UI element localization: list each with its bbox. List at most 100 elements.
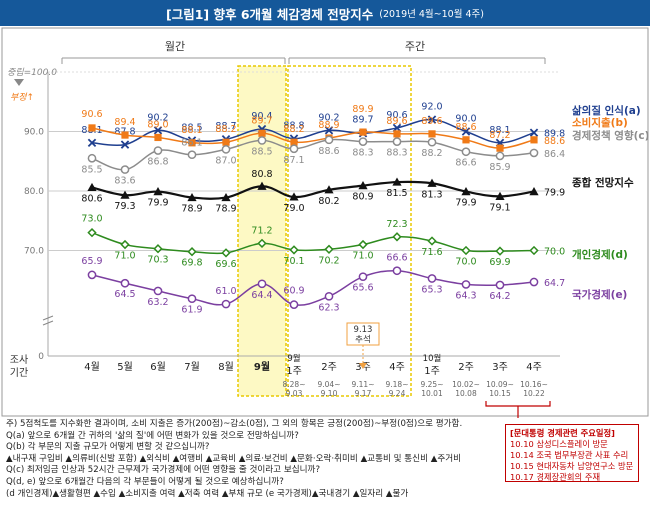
data-label: 64.2 (489, 291, 510, 302)
x-tick-label: 1주 (286, 366, 302, 377)
data-label: 71.6 (421, 247, 442, 258)
data-label: 88.1 (181, 125, 202, 136)
arrow-down-icon (14, 79, 24, 86)
data-label: 90.6 (81, 109, 102, 120)
data-point (324, 135, 334, 145)
data-label: 71.0 (352, 251, 373, 262)
x-tick-label: 2주 (458, 362, 474, 373)
x-tick-label: 9월 (254, 361, 270, 373)
data-point (289, 192, 299, 201)
data-point (120, 239, 130, 250)
callout-date: 9.13 (354, 325, 373, 335)
figure-title-bar: [그림1] 향후 6개월 체감경제 전망지수 (2019년 4월~10월 4주) (0, 0, 650, 26)
data-label: 72.3 (386, 219, 407, 230)
data-point (529, 128, 539, 137)
data-label: 80.8 (251, 169, 272, 180)
x-tick-label: 1주 (424, 366, 440, 377)
legend-label: 경제정책 영향(c) (572, 129, 649, 142)
y-tick-label: 80.0 (24, 187, 44, 197)
data-point (221, 192, 231, 202)
x-tick-date: 9.18~ (386, 380, 409, 389)
data-point (187, 150, 197, 160)
data-label: 80.9 (352, 192, 373, 203)
data-label: 70.2 (318, 255, 339, 266)
data-label: 89.9 (352, 104, 373, 115)
data-label: 60.9 (283, 286, 304, 297)
data-point (495, 191, 505, 200)
data-point (461, 280, 471, 289)
data-point (530, 136, 538, 144)
data-point (153, 146, 163, 155)
data-label: 70.0 (544, 247, 565, 258)
data-point (87, 227, 97, 238)
negative-annotation: 부정↑ (10, 92, 34, 103)
figure-title: [그림1] 향후 6개월 체감경제 전망지수 (166, 6, 374, 22)
data-label: 88.9 (318, 120, 339, 131)
data-label: 70.0 (455, 257, 476, 268)
data-label: 89.4 (114, 117, 135, 128)
footnote-line: (d 개인경제)▲생활형편 ▲수입 ▲소비지출 여력 ▲저축 여력 ▲부채 규모… (6, 488, 409, 499)
data-label: 90.0 (455, 114, 476, 125)
weekly-band (287, 65, 412, 397)
data-point (427, 274, 437, 283)
legend-label: 국가경제(e) (572, 288, 627, 301)
data-label: 80.2 (318, 196, 339, 207)
legend-label: 소비지출(b) (572, 116, 628, 129)
data-point (257, 181, 267, 190)
data-point (324, 126, 334, 135)
data-label: 65.3 (421, 284, 442, 295)
data-label: 83.6 (114, 176, 135, 187)
data-point (427, 178, 437, 187)
data-label: 64.4 (251, 290, 272, 301)
chart-frame (1, 27, 649, 417)
data-label: 88.3 (352, 148, 373, 159)
data-label: 86.4 (544, 149, 565, 160)
x-tick-group-label: 9월 (287, 353, 300, 364)
data-label: 90.2 (147, 112, 168, 123)
x-tick-label: 8월 (218, 361, 234, 373)
legend-label: 삶의질 인식(a) (572, 104, 641, 117)
data-point (324, 291, 334, 301)
data-point (392, 232, 402, 242)
data-label: 85.9 (489, 162, 510, 173)
schedule-item: 10.15 현대자동차 남양연구소 방문 (510, 461, 634, 471)
data-point (529, 245, 539, 256)
axis-break-mark (42, 315, 54, 326)
data-label: 89.7 (251, 115, 272, 126)
highlight-band (237, 65, 287, 397)
data-label: 88.6 (455, 122, 476, 133)
data-point (358, 137, 368, 146)
callout-label: 추석 (355, 334, 371, 345)
schedule-item: 10.17 경제장관회의 주재 (510, 472, 601, 482)
data-point (529, 186, 539, 196)
data-point (87, 270, 97, 280)
data-label: 88.6 (544, 136, 565, 147)
data-point (358, 181, 368, 190)
y-tick-label: 70.0 (24, 247, 44, 257)
y-tick-label: 0 (38, 352, 44, 362)
data-label: 87.0 (215, 155, 236, 166)
data-label: 90.2 (318, 112, 339, 123)
data-point (221, 248, 231, 258)
data-label: 89.6 (421, 116, 442, 127)
data-point (222, 138, 230, 146)
data-point (462, 136, 470, 144)
x-axis-label: 기간 (10, 367, 28, 379)
x-tick-date: 9.04~ (318, 380, 341, 389)
data-label: 61.9 (181, 305, 202, 316)
data-label: 89.8 (544, 129, 565, 140)
data-point (496, 144, 504, 152)
data-label: 70.1 (283, 256, 304, 267)
legend-label: 종합 전망지수 (572, 176, 634, 189)
x-tick-label: 3주 (492, 362, 508, 373)
data-point (529, 148, 539, 158)
data-point (187, 294, 197, 304)
data-label: 88.2 (421, 148, 442, 159)
data-label: 79.9 (455, 198, 476, 209)
data-label: 79.9 (147, 198, 168, 209)
footnote-line: Q(a) 앞으로 6개월 간 귀하의 '삶의 질'에 어떤 변화가 있을 것으로… (6, 430, 299, 441)
data-point (188, 139, 196, 147)
footnote-line: 주) 5점척도를 지수화한 결과이며, 소비 지출은 증가(200점)~감소(0… (6, 419, 463, 429)
neutral-annotation: 중립=100.0 (7, 67, 57, 78)
data-point (87, 153, 97, 163)
